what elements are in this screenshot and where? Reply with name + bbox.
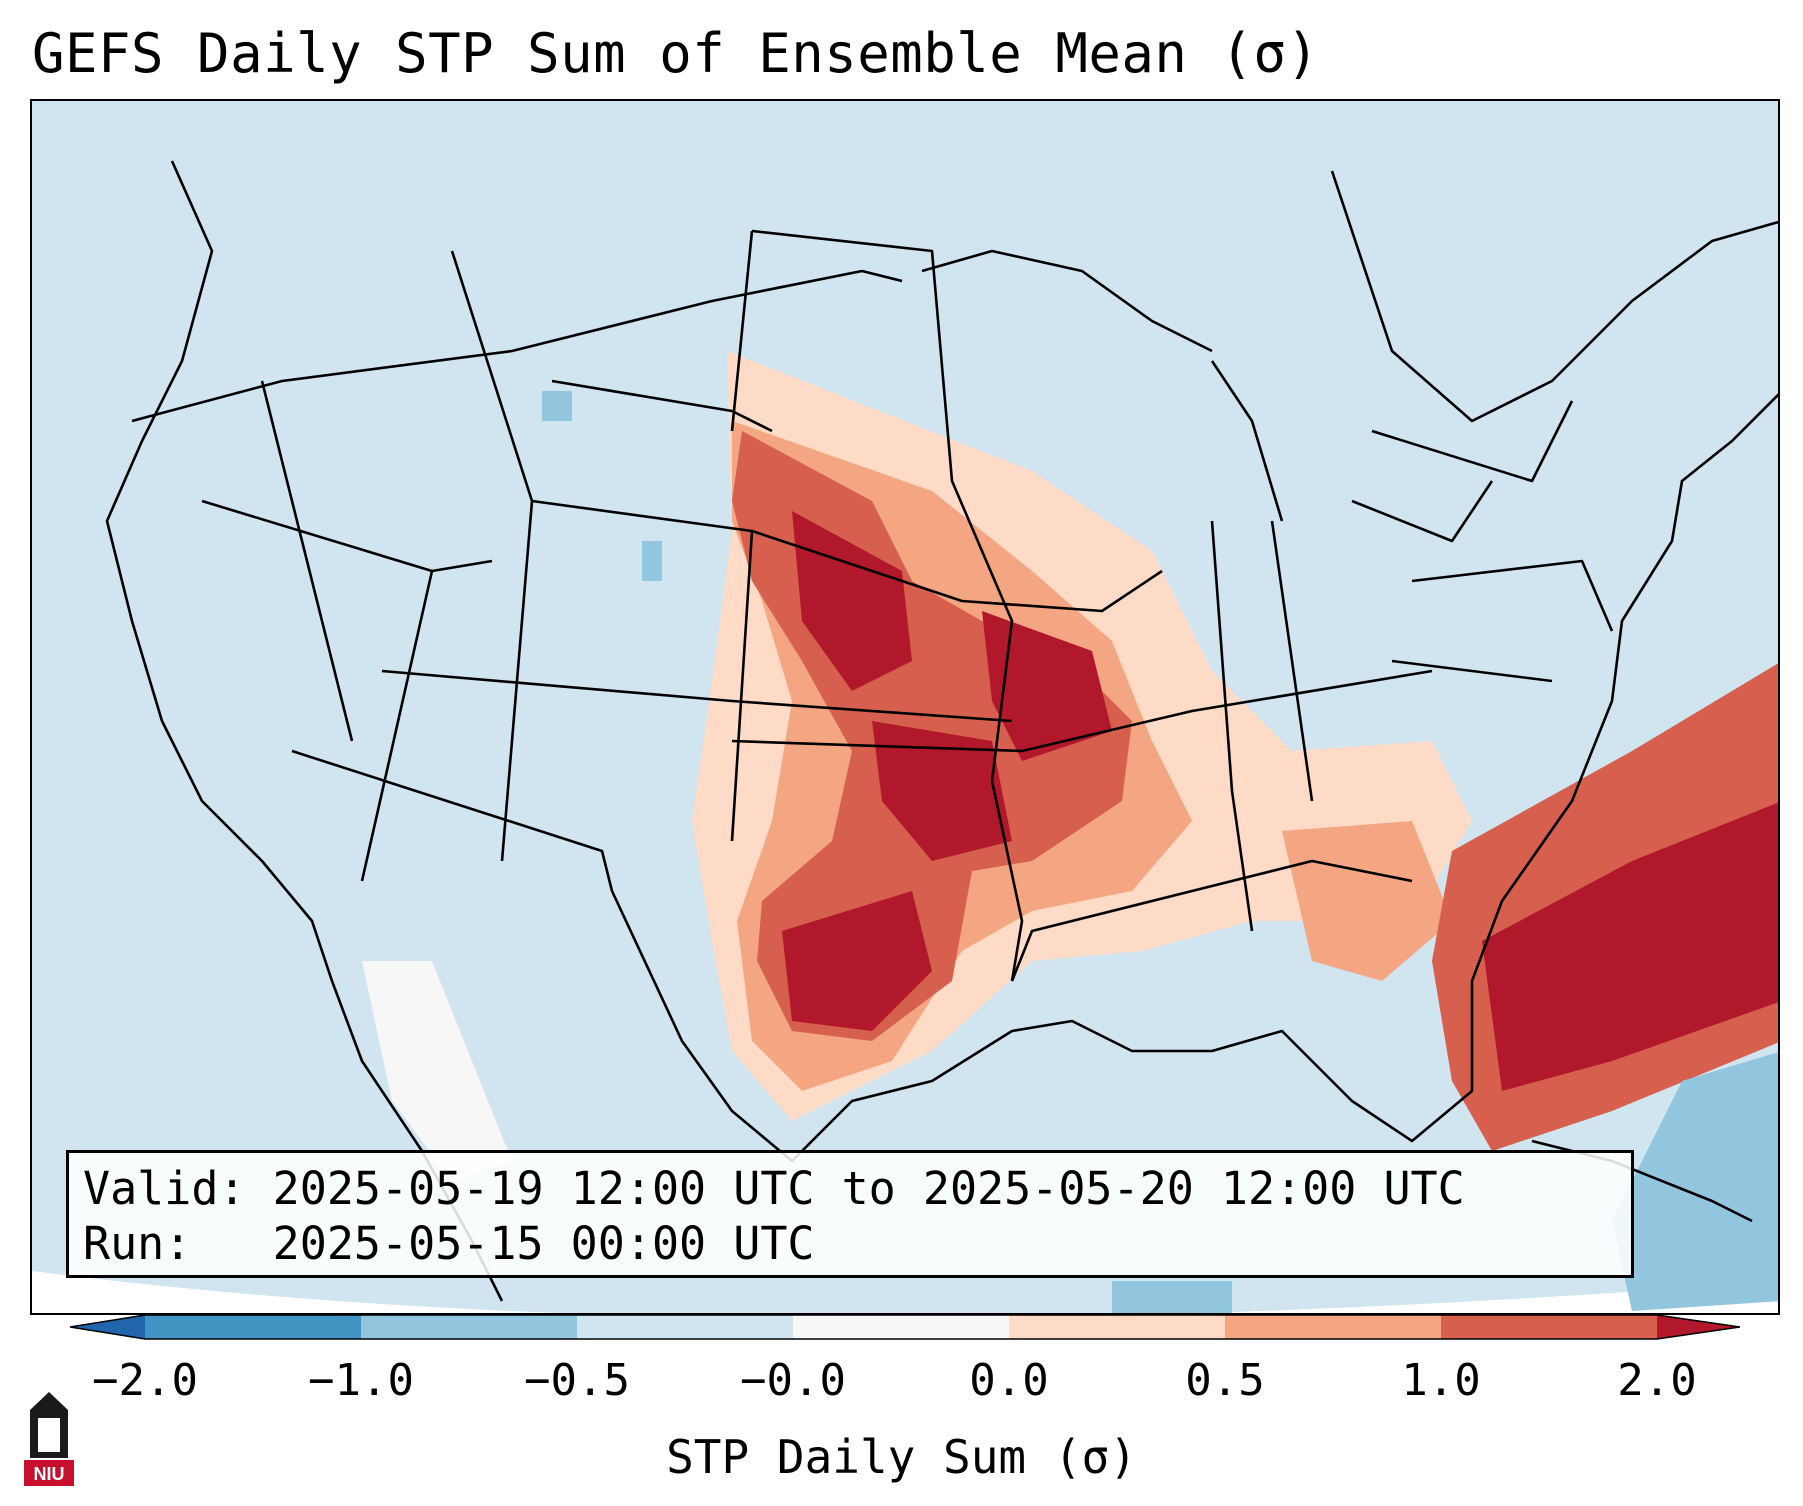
state-line bbox=[1411, 559, 1614, 632]
anomaly-negative-south bbox=[1112, 1281, 1232, 1313]
lake-michigan bbox=[1210, 360, 1284, 522]
logo-badge bbox=[24, 1460, 74, 1486]
colorbar-segment bbox=[1009, 1315, 1225, 1339]
us-canada-border bbox=[131, 269, 903, 423]
validity-info-box: Valid: 2025-05-19 12:00 UTC to 2025-05-2… bbox=[66, 1150, 1634, 1278]
colorbar-tick: 0.0 bbox=[969, 1355, 1049, 1406]
gulf-and-east-coastline bbox=[610, 393, 1778, 1163]
political-boundaries bbox=[105, 160, 1778, 1302]
state-line bbox=[360, 570, 434, 882]
map-area[interactable] bbox=[30, 99, 1780, 1315]
colorbar-segment bbox=[793, 1315, 1009, 1339]
colorbar-extend-right bbox=[1657, 1315, 1740, 1339]
colorbar-label: STP Daily Sum (σ) bbox=[666, 1430, 1137, 1484]
west-coastline bbox=[105, 160, 504, 1302]
anomaly-zero-mexico bbox=[362, 961, 512, 1181]
colorbar-tick: −1.0 bbox=[308, 1355, 414, 1406]
anomaly-0.5-1-southeast bbox=[1282, 821, 1452, 981]
colorbar-tick: 2.0 bbox=[1617, 1355, 1697, 1406]
anomaly-core-kansas bbox=[872, 721, 1012, 861]
anomaly-negative-colorado bbox=[642, 541, 662, 581]
anomaly-negative-wyoming bbox=[542, 391, 572, 421]
state-line bbox=[381, 669, 1013, 723]
colorbar-segment bbox=[145, 1315, 361, 1339]
state-line bbox=[731, 669, 1433, 753]
valid-value: 2025-05-19 12:00 UTC to 2025-05-20 12:00… bbox=[272, 1162, 1465, 1215]
niu-logo-icon: NIU bbox=[24, 1392, 74, 1486]
colorbar-tick: −2.0 bbox=[92, 1355, 198, 1406]
colorbar-tick: −0.0 bbox=[740, 1355, 846, 1406]
canada-quebec-coast bbox=[1330, 170, 1778, 423]
colorbar-outline bbox=[70, 1314, 1740, 1340]
map-canvas bbox=[32, 101, 1778, 1313]
anomaly-core-texas bbox=[782, 891, 932, 1031]
colorbar-tick: 1.0 bbox=[1401, 1355, 1481, 1406]
colorbar-extend-left bbox=[70, 1315, 145, 1339]
anomaly-core-nebraska bbox=[792, 511, 912, 691]
great-lakes-border bbox=[921, 249, 1213, 353]
tower-window bbox=[38, 1418, 60, 1452]
state-line bbox=[551, 379, 773, 433]
map-title: GEFS Daily STP Sum of Ensemble Mean (σ) bbox=[32, 22, 1320, 85]
state-line bbox=[1010, 859, 1413, 982]
anomaly-negative-caribbean bbox=[1612, 1052, 1778, 1311]
state-line bbox=[260, 380, 354, 742]
logo-text: NIU bbox=[34, 1464, 65, 1484]
colorbar-segment bbox=[1225, 1315, 1441, 1339]
us-mexico-border bbox=[291, 749, 614, 892]
colorbar-ticks: −2.0 −1.0 −0.5 −0.0 0.0 0.5 1.0 2.0 bbox=[0, 1355, 1803, 1415]
colorbar-segment bbox=[361, 1315, 577, 1339]
state-line bbox=[1371, 400, 1574, 483]
state-line bbox=[1270, 520, 1314, 802]
anomaly-core-missouri bbox=[982, 611, 1112, 761]
projection-edge bbox=[32, 1271, 1778, 1313]
colorbar-segment bbox=[1441, 1315, 1657, 1339]
state-line bbox=[730, 230, 754, 432]
colorbar-segment bbox=[577, 1315, 793, 1339]
state-line bbox=[751, 229, 1024, 982]
run-row: Run: 2025-05-15 00:00 UTC bbox=[83, 1216, 1617, 1271]
anomaly-atlantic-core bbox=[1482, 802, 1778, 1091]
run-label: Run: bbox=[83, 1217, 192, 1270]
valid-label: Valid: bbox=[83, 1162, 246, 1215]
colorbar-tick: 0.5 bbox=[1185, 1355, 1265, 1406]
state-line bbox=[751, 529, 1163, 613]
valid-row: Valid: 2025-05-19 12:00 UTC to 2025-05-2… bbox=[83, 1161, 1617, 1216]
colorbar-tick: −0.5 bbox=[524, 1355, 630, 1406]
state-line bbox=[1391, 659, 1553, 683]
lake-erie bbox=[1351, 480, 1494, 543]
state-line bbox=[1210, 520, 1254, 932]
run-value: 2025-05-15 00:00 UTC bbox=[272, 1217, 815, 1270]
colorbar bbox=[70, 1314, 1740, 1340]
